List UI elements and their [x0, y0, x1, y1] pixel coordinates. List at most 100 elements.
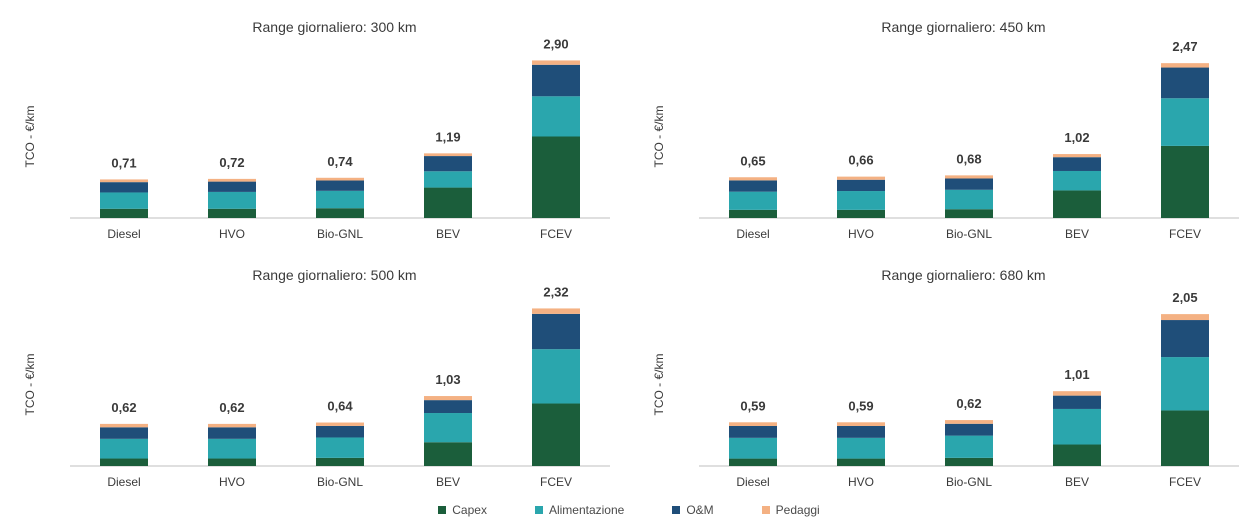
bar-diesel-o-m — [729, 425, 777, 438]
bar-hvo-o-m — [208, 181, 256, 192]
bar-hvo-capex — [837, 209, 885, 218]
bar-hvo-o-m — [837, 179, 885, 192]
bar-bio-gnl-pedaggi — [945, 175, 993, 179]
bar-bev-o-m — [1053, 157, 1101, 171]
bar-bio-gnl-o-m — [316, 425, 364, 438]
x-tick-label-bio-gnl: Bio-GNL — [946, 227, 992, 241]
bar-bio-gnl-o-m — [945, 178, 993, 190]
y-axis-label: TCO - €/km — [23, 105, 37, 167]
x-tick-label-fcev: FCEV — [540, 227, 572, 241]
bar-fcev-o-m — [1161, 320, 1209, 358]
total-label-bev: 1,19 — [435, 129, 460, 144]
y-axis-label: TCO - €/km — [652, 105, 666, 167]
x-tick-label-diesel: Diesel — [107, 475, 140, 489]
legend-label-pedaggi: Pedaggi — [775, 503, 820, 517]
y-axis-label: TCO - €/km — [23, 353, 37, 415]
bar-bev-capex — [424, 187, 472, 218]
x-tick-label-bio-gnl: Bio-GNL — [317, 475, 363, 489]
bar-fcev-alimentazione — [1161, 98, 1209, 146]
chart-panel-3: Range giornaliero: 500 km TCO - €/km 0,62 D… — [23, 267, 610, 489]
total-label-bio-gnl: 0,62 — [956, 396, 981, 411]
bar-hvo-capex — [208, 208, 256, 218]
bar-bio-gnl-alimentazione — [316, 437, 364, 458]
bar-bev-alimentazione — [1053, 170, 1101, 191]
bar-fcev-alimentazione — [532, 96, 580, 137]
chart-panel-1: Range giornaliero: 300 km TCO - €/km 0,71 D… — [23, 19, 610, 241]
bar-bev-capex — [424, 442, 472, 466]
bar-hvo-pedaggi — [208, 178, 256, 182]
x-tick-label-bev: BEV — [1065, 227, 1089, 241]
bar-bio-gnl-o-m — [316, 180, 364, 191]
bar-diesel-alimentazione — [100, 438, 148, 459]
bar-diesel-alimentazione — [729, 437, 777, 459]
bar-bev-capex — [1053, 190, 1101, 218]
bar-bev-pedaggi — [1053, 391, 1101, 396]
legend-swatch-om — [672, 506, 681, 514]
bar-bio-gnl-capex — [945, 209, 993, 218]
x-tick-label-bev: BEV — [436, 475, 460, 489]
x-tick-label-bio-gnl: Bio-GNL — [946, 475, 992, 489]
chart-panel-2: Range giornaliero: 450 km TCO - €/km 0,65 D… — [652, 19, 1239, 241]
x-tick-label-diesel: Diesel — [736, 475, 769, 489]
bar-bio-gnl-pedaggi — [316, 422, 364, 426]
x-tick-label-diesel: Diesel — [107, 227, 140, 241]
bar-bio-gnl-capex — [945, 457, 993, 466]
bar-bio-gnl-pedaggi — [316, 177, 364, 181]
x-tick-label-bio-gnl: Bio-GNL — [317, 227, 363, 241]
bar-fcev-pedaggi — [1161, 314, 1209, 321]
x-tick-label-diesel: Diesel — [736, 227, 769, 241]
bar-hvo-alimentazione — [208, 191, 256, 209]
bar-hvo-alimentazione — [208, 438, 256, 459]
x-tick-label-fcev: FCEV — [1169, 475, 1201, 489]
chart-grid: Range giornaliero: 300 km TCO - €/km 0,71 D… — [23, 19, 1239, 489]
legend-item-alimentazione: Alimentazione — [534, 503, 625, 517]
bar-bev-pedaggi — [424, 153, 472, 157]
bar-bev-capex — [1053, 444, 1101, 466]
total-label-diesel: 0,71 — [111, 155, 136, 170]
bar-bio-gnl-alimentazione — [316, 190, 364, 209]
legend-label-alimentazione: Alimentazione — [548, 503, 625, 517]
total-label-bev: 1,02 — [1064, 130, 1089, 145]
total-label-diesel: 0,65 — [740, 153, 765, 168]
bar-bev-o-m — [424, 400, 472, 414]
bar-diesel-capex — [100, 208, 148, 218]
total-label-fcev: 2,47 — [1172, 39, 1197, 54]
bar-bev-pedaggi — [1053, 154, 1101, 158]
bar-bio-gnl-o-m — [945, 423, 993, 436]
chart-panel-4: Range giornaliero: 680 km TCO - €/km 0,59 D… — [652, 267, 1239, 489]
bar-diesel-pedaggi — [729, 422, 777, 426]
x-tick-label-fcev: FCEV — [540, 475, 572, 489]
bar-fcev-pedaggi — [532, 308, 580, 314]
bar-hvo-pedaggi — [208, 423, 256, 428]
total-label-bio-gnl: 0,68 — [956, 151, 981, 166]
x-tick-label-bev: BEV — [436, 227, 460, 241]
legend-label-capex: Capex — [452, 503, 487, 517]
legend-item-pedaggi: Pedaggi — [761, 503, 820, 517]
chart-title: Range giornaliero: 300 km — [252, 19, 416, 35]
bar-hvo-capex — [208, 458, 256, 466]
x-tick-label-bev: BEV — [1065, 475, 1089, 489]
legend: Capex Alimentazione O&M Pedaggi — [0, 498, 1258, 522]
bar-diesel-capex — [729, 209, 777, 218]
bar-hvo-capex — [837, 458, 885, 466]
bar-fcev-pedaggi — [1161, 63, 1209, 68]
total-label-diesel: 0,62 — [111, 400, 136, 415]
legend-swatch-alimentazione — [534, 506, 543, 514]
chart-title: Range giornaliero: 450 km — [881, 19, 1045, 35]
bar-bev-o-m — [1053, 395, 1101, 409]
legend-item-om: O&M — [672, 503, 714, 517]
bar-fcev-capex — [1161, 410, 1209, 466]
bar-hvo-alimentazione — [837, 191, 885, 210]
x-tick-label-hvo: HVO — [219, 227, 245, 241]
bar-bio-gnl-alimentazione — [945, 189, 993, 210]
bar-diesel-o-m — [100, 427, 148, 439]
total-label-hvo: 0,62 — [219, 400, 244, 415]
total-label-hvo: 0,59 — [848, 398, 873, 413]
bar-diesel-alimentazione — [100, 192, 148, 209]
bar-bio-gnl-alimentazione — [945, 435, 993, 458]
bar-diesel-capex — [100, 458, 148, 466]
bar-fcev-alimentazione — [1161, 357, 1209, 411]
bar-fcev-o-m — [532, 64, 580, 97]
x-tick-label-fcev: FCEV — [1169, 227, 1201, 241]
